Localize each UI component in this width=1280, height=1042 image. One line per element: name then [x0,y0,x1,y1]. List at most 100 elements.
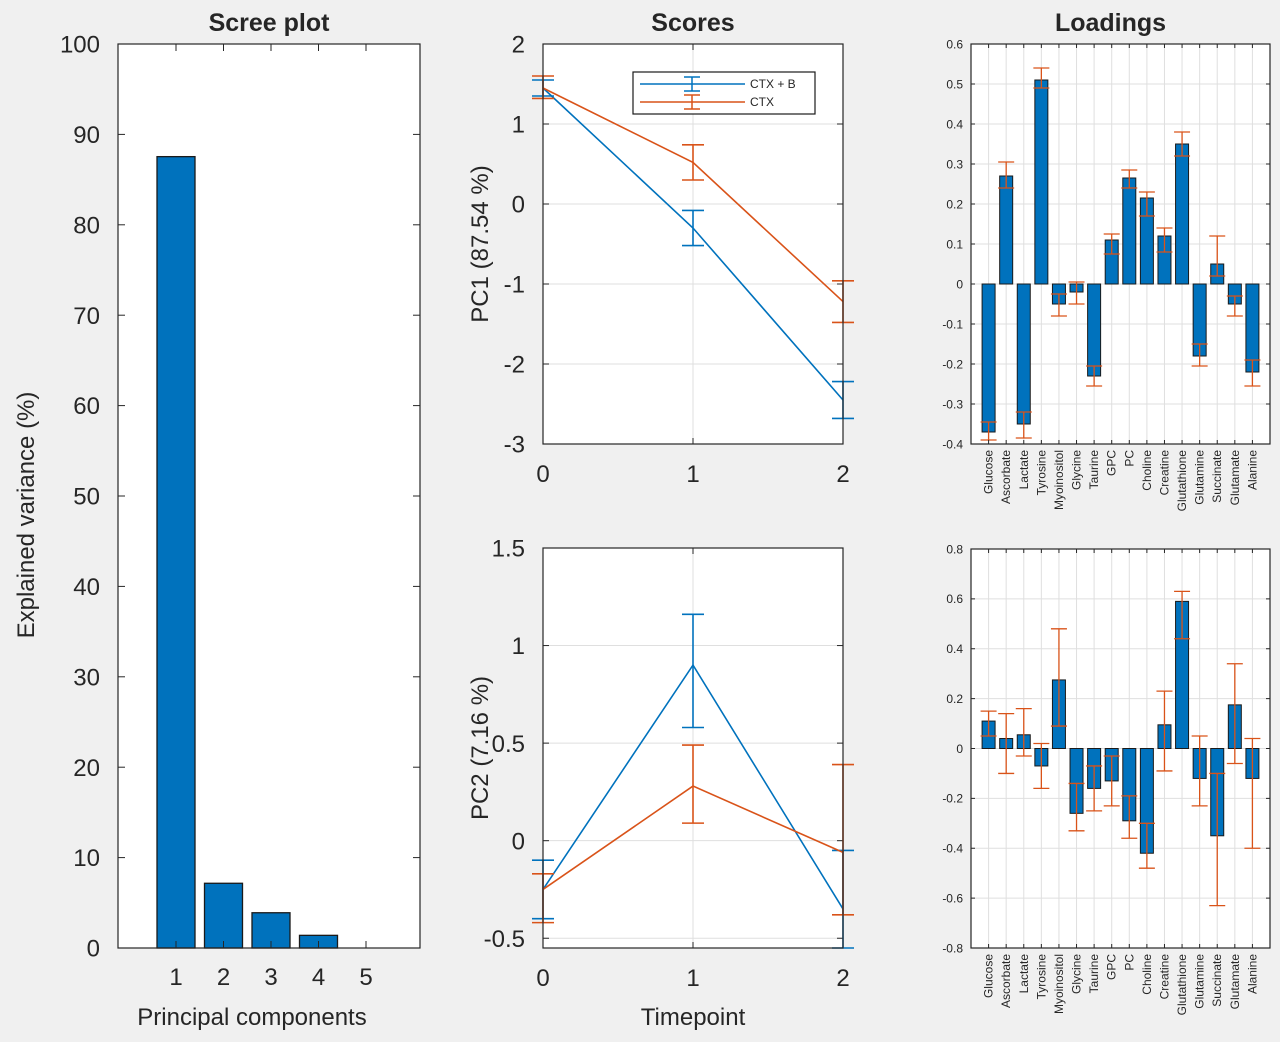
loadings-pc1-plot: -0.4 -0.3 -0.2 -0.1 0 0.1 0.2 0.3 0.4 0.5 0.6 Gluco… [942,9,1271,512]
y-tick-label: -0.6 [942,891,963,905]
x-tick-label: Alanine [1245,954,1259,994]
y-tick-label: 30 [73,664,100,691]
scores-pc2-plot: 0 1 2 -0.5 0 0.5 1 1.5 Timepoint PC2 (7.16 %) [467,536,854,1031]
x-tick-label: Ascorbate [999,450,1013,504]
x-tick-label: Taurine [1087,954,1101,994]
x-tick-label: Glucose [982,954,996,998]
x-tick-label: 2 [836,965,849,992]
x-tick-label: Glutamate [1228,450,1242,506]
y-axis-label: PC2 (7.16 %) [467,676,494,820]
y-tick-label: -0.1 [942,317,963,331]
x-tick-label: Lactate [1017,450,1031,490]
scores_pc2-border [542,547,844,949]
x-tick-label: Glutamate [1228,954,1242,1010]
x-tick-label: Ascorbate [999,954,1013,1008]
x-tick-label: 1 [169,964,182,991]
loading-bar [1016,283,1031,425]
x-tick-label: Choline [1140,450,1154,491]
legend: CTX + B CTX [632,71,816,115]
scree-plot: 0 10 20 30 40 50 60 70 80 90 100 1 2 3 4 5 Scree plot Pri… [13,9,421,1031]
y-tick-label: 0.5 [946,77,963,91]
y-tick-label: 90 [73,122,100,149]
scree-bar [203,882,244,949]
y-tick-label: 0.4 [946,117,963,131]
y-tick-label: -0.5 [484,926,525,953]
y-tick-label: 1.5 [492,536,525,563]
x-tick-label: 1 [686,461,699,488]
x-tick-label: PC [1122,954,1136,971]
y-tick-label: 0.2 [946,197,963,211]
loading-bar [999,175,1014,285]
y-tick-label: 70 [73,303,100,330]
x-tick-label: Tyrosine [1034,954,1048,1000]
y-tick-label: 0 [956,277,963,291]
y-tick-label: 0.6 [946,37,963,51]
loading-bar [1245,283,1260,373]
y-tick-label: 0 [512,828,525,855]
x-tick-label: 0 [536,965,549,992]
loading-bar [1122,177,1137,285]
x-tick-label: Glutamine [1193,450,1207,505]
y-tick-label: -0.8 [942,941,963,955]
x-tick-label: Glucose [982,450,996,494]
x-tick-label: GPC [1105,954,1119,980]
scores_pc1-border [542,43,844,445]
chart-title: Scree plot [209,9,331,37]
y-tick-label: -0.2 [942,357,963,371]
x-tick-label: GPC [1105,450,1119,476]
y-tick-label: 0.5 [492,731,525,758]
loadings_pc1-border [970,43,1271,445]
x-tick-label: Glutathione [1175,450,1189,512]
x-tick-label: 5 [359,964,372,991]
y-tick-label: -0.3 [942,397,963,411]
y-tick-label: 60 [73,393,100,420]
loading-bar [1175,143,1190,285]
x-tick-label: Lactate [1017,954,1031,994]
x-tick-label: Creatine [1157,954,1171,1000]
x-axis-label: Timepoint [641,1004,746,1031]
x-tick-label: Glycine [1070,450,1084,490]
y-tick-label: 0 [87,936,100,963]
y-tick-label: 1 [512,633,525,660]
x-tick-label: Glycine [1070,954,1084,994]
legend-label: CTX + B [750,77,796,91]
x-tick-label: 3 [264,964,277,991]
y-tick-label: -1 [504,272,525,299]
y-tick-label: 2 [512,32,525,59]
chart-title: Scores [651,9,734,37]
x-tick-label: Glutamine [1193,954,1207,1009]
loadings_pc2-border [970,548,1271,949]
y-tick-label: 80 [73,212,100,239]
y-tick-label: 0.1 [946,237,963,251]
scree-plot-border [117,43,421,949]
y-tick-label: 0.2 [946,692,963,706]
y-tick-label: 0.8 [946,542,963,556]
x-axis-label: Principal components [137,1004,366,1031]
loading-bar [1034,79,1049,285]
y-tick-label: 20 [73,755,100,782]
loading-bar [981,283,996,433]
y-tick-label: 100 [60,32,100,59]
y-axis-label: PC1 (87.54 %) [467,165,494,322]
legend-label: CTX [750,95,774,109]
x-tick-label: PC [1122,450,1136,467]
y-tick-label: -0.4 [942,437,963,451]
legend-box [632,71,816,115]
y-tick-label: 0 [956,742,963,756]
x-tick-label: Choline [1140,954,1154,995]
y-tick-label: 50 [73,484,100,511]
x-tick-label: 0 [536,461,549,488]
y-tick-label: 40 [73,574,100,601]
y-tick-label: 10 [73,845,100,872]
x-tick-label: 2 [217,964,230,991]
y-tick-label: -0.2 [942,792,963,806]
x-tick-label: Myoinositol [1052,450,1066,510]
x-tick-label: 1 [686,965,699,992]
x-tick-label: Taurine [1087,450,1101,490]
x-tick-label: 4 [312,964,325,991]
y-axis-label: Explained variance (%) [13,392,40,639]
y-tick-label: 0.6 [946,592,963,606]
scree-bar [156,155,196,949]
y-tick-label: 0.3 [946,157,963,171]
